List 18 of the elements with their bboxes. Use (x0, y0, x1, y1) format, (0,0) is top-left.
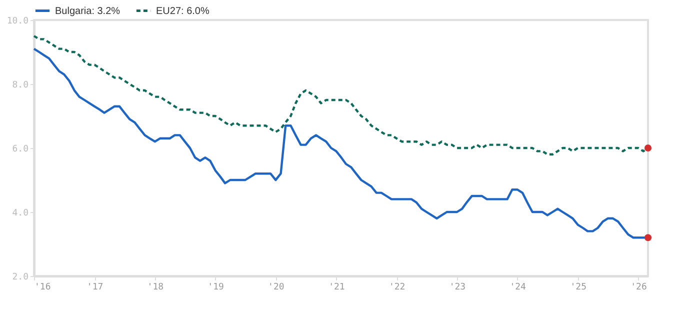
x-tick-label: '23 (449, 282, 466, 292)
legend-label: EU27: 6.0% (156, 6, 210, 17)
y-tick-label: 4.0 (12, 208, 28, 218)
x-tick-label: '17 (86, 282, 104, 292)
y-tick-label: 8.0 (12, 80, 28, 90)
y-tick-label: 6.0 (12, 144, 28, 154)
x-tick-label: '24 (510, 282, 526, 292)
x-tick-label: '26 (630, 282, 647, 292)
y-tick-label: 2.0 (12, 272, 28, 282)
x-tick-label: '21 (328, 282, 345, 292)
x-tick-label: '19 (208, 282, 224, 292)
x-tick-label: '18 (147, 282, 164, 292)
x-tick-label: '22 (388, 282, 406, 292)
x-tick-label: '20 (268, 282, 284, 292)
legend-label: Bulgaria: 3.2% (55, 6, 120, 17)
x-tick-label: '25 (570, 282, 586, 292)
x-tick-label: '16 (34, 282, 51, 292)
y-tick-label: 10.0 (6, 16, 28, 26)
